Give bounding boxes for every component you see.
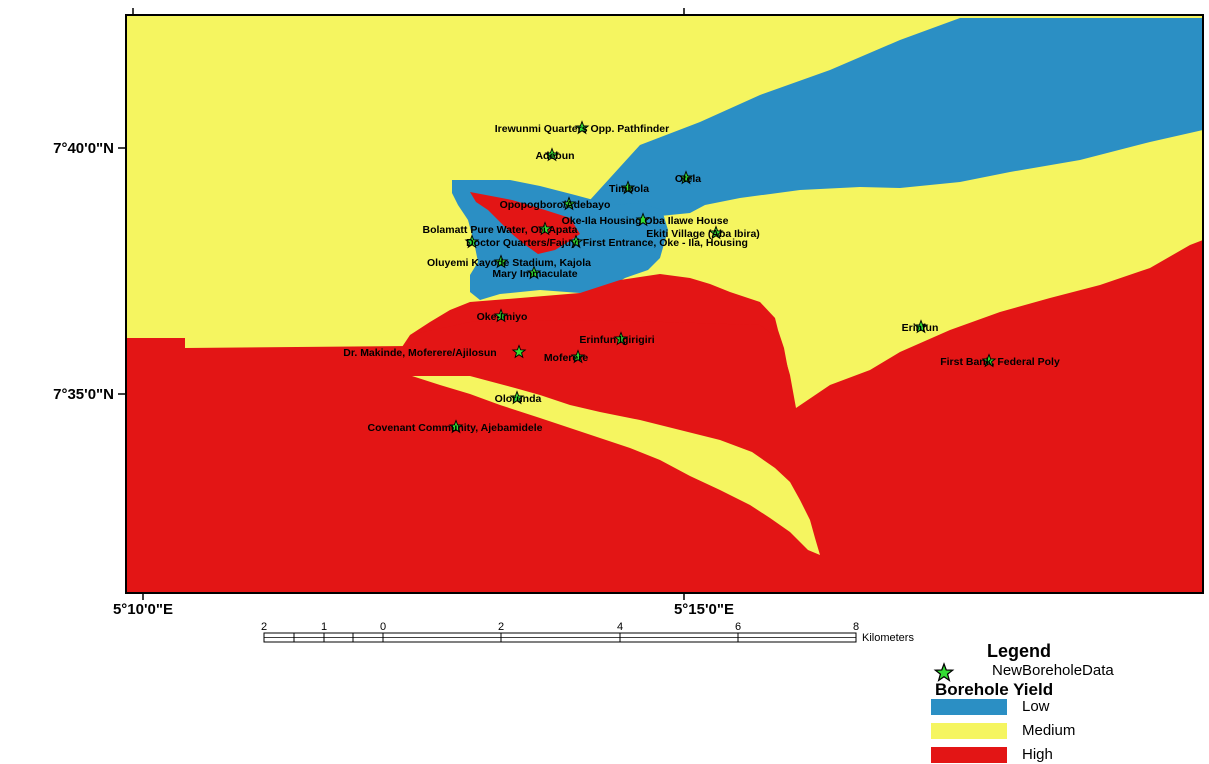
site-label: Erinfun Igirigiri bbox=[579, 334, 654, 346]
lat-label-south: 7°35'0"N bbox=[53, 386, 114, 403]
site-label: Doctor Quarters/Fajuyi First Entrance, O… bbox=[466, 237, 748, 249]
scale-tick-label: 2 bbox=[498, 621, 504, 633]
site-marker[interactable]: Oke-Imiyo bbox=[477, 308, 528, 324]
star-icon bbox=[913, 319, 929, 334]
star-icon bbox=[464, 234, 480, 249]
site-marker[interactable]: Covenant Community, Ajebamidele bbox=[367, 419, 543, 435]
legend-label-low: Low bbox=[1022, 698, 1050, 715]
star-icon bbox=[613, 331, 629, 346]
site-label: Oluyemi Kayode Stadium, Kajola bbox=[427, 257, 591, 269]
site-label: Mary Immaculate bbox=[492, 268, 577, 280]
high-zone-pocket bbox=[470, 192, 580, 254]
site-marker[interactable]: Oluyemi Kayode Stadium, Kajola bbox=[427, 254, 591, 270]
site-label: Covenant Community, Ajebamidele bbox=[367, 422, 542, 434]
lon-label-east: 5°15'0"E bbox=[674, 601, 734, 618]
legend-swatch-high bbox=[931, 747, 1007, 763]
star-icon bbox=[678, 170, 694, 185]
site-label: Timbola bbox=[609, 183, 649, 195]
star-icon bbox=[448, 419, 464, 434]
lon-label-west: 5°10'0"E bbox=[113, 601, 173, 618]
borehole-sites: Irewunmi Quarters Opp. Pathfinder Adebun… bbox=[343, 120, 1060, 435]
site-marker[interactable]: Oke-Ila Housing Oba Ilawe House bbox=[562, 212, 729, 228]
star-icon bbox=[708, 225, 724, 240]
low-zone-northeast bbox=[540, 18, 1203, 255]
site-label: Erinfun bbox=[902, 322, 939, 334]
star-icon bbox=[544, 147, 560, 162]
star-icon bbox=[568, 234, 584, 249]
site-marker[interactable]: Irewunmi Quarters Opp. Pathfinder bbox=[495, 120, 669, 136]
legend-heading: Borehole Yield bbox=[935, 680, 1054, 699]
legend-swatch-medium bbox=[931, 723, 1007, 739]
site-marker[interactable]: Mary Immaculate bbox=[492, 265, 578, 281]
scale-tick-label: 4 bbox=[617, 621, 623, 633]
site-label: Ekiti Village (Aba Ibira) bbox=[646, 228, 760, 240]
site-marker[interactable]: Timbola bbox=[609, 180, 649, 196]
scale-tick-label: 2 bbox=[261, 621, 267, 633]
site-marker[interactable]: Olorunda bbox=[495, 390, 542, 406]
site-label: Moferere bbox=[544, 352, 589, 364]
site-marker[interactable]: Erinfun bbox=[902, 319, 939, 335]
scale-tick-label: 6 bbox=[735, 621, 741, 633]
legend-title: Legend bbox=[987, 641, 1052, 661]
yield-zones bbox=[126, 15, 1203, 593]
site-label: Olorunda bbox=[495, 393, 542, 405]
legend-label-medium: Medium bbox=[1022, 722, 1076, 739]
site-label: Otela bbox=[675, 173, 701, 185]
site-label: First Bank, Federal Poly bbox=[940, 356, 1060, 368]
scale-bar: 2 1 0 2 4 6 8 Kilometers bbox=[261, 621, 915, 644]
site-marker[interactable]: Erinfun Igirigiri bbox=[579, 331, 655, 347]
scale-tick-label: 1 bbox=[321, 621, 327, 633]
site-marker[interactable]: Bolamatt Pure Water, Ori Apata bbox=[422, 221, 578, 237]
medium-zone-stripe bbox=[412, 376, 820, 555]
star-icon bbox=[493, 308, 509, 323]
star-icon bbox=[981, 353, 997, 368]
legend-swatch-low bbox=[931, 699, 1007, 715]
site-label: Dr. Makinde, Moferere/Ajilosun bbox=[343, 347, 496, 359]
star-icon bbox=[493, 254, 509, 269]
star-icon bbox=[620, 180, 636, 195]
site-marker[interactable]: Otela bbox=[675, 170, 701, 186]
site-label: Adebun bbox=[535, 150, 574, 162]
map-frame bbox=[125, 14, 1204, 594]
site-marker[interactable]: First Bank, Federal Poly bbox=[940, 353, 1060, 369]
star-icon bbox=[526, 265, 542, 280]
site-marker[interactable]: Adebun bbox=[535, 147, 575, 163]
site-marker[interactable]: Dr. Makinde, Moferere/Ajilosun bbox=[343, 344, 527, 360]
scale-tick-label: 8 bbox=[853, 621, 859, 633]
legend-label-high: High bbox=[1022, 746, 1053, 763]
legend-star-icon bbox=[933, 662, 955, 682]
star-icon bbox=[537, 221, 553, 236]
scale-tick-label: 0 bbox=[380, 621, 386, 633]
site-label: Opopogboro/Adebayo bbox=[500, 199, 611, 211]
star-icon bbox=[561, 196, 577, 211]
star-icon bbox=[509, 390, 525, 405]
site-marker[interactable]: Ekiti Village (Aba Ibira) bbox=[646, 225, 760, 241]
star-icon bbox=[635, 212, 651, 227]
scale-unit: Kilometers bbox=[862, 632, 914, 644]
star-icon bbox=[570, 349, 586, 364]
site-label: Irewunmi Quarters Opp. Pathfinder bbox=[495, 123, 669, 135]
high-zone-south bbox=[126, 240, 1203, 593]
star-icon bbox=[574, 120, 590, 135]
legend-point-layer: NewBoreholeData bbox=[992, 662, 1114, 679]
site-marker[interactable]: Opopogboro/Adebayo bbox=[500, 196, 611, 212]
site-label: Oke-Imiyo bbox=[477, 311, 528, 323]
star-icon bbox=[511, 344, 527, 359]
lat-label-north: 7°40'0"N bbox=[53, 140, 114, 157]
site-marker[interactable]: Doctor Quarters/Fajuyi First Entrance, O… bbox=[464, 234, 748, 250]
site-label: Bolamatt Pure Water, Ori Apata bbox=[422, 224, 577, 236]
site-label: Oke-Ila Housing Oba Ilawe House bbox=[562, 215, 729, 227]
site-marker[interactable]: Moferere bbox=[544, 349, 589, 365]
